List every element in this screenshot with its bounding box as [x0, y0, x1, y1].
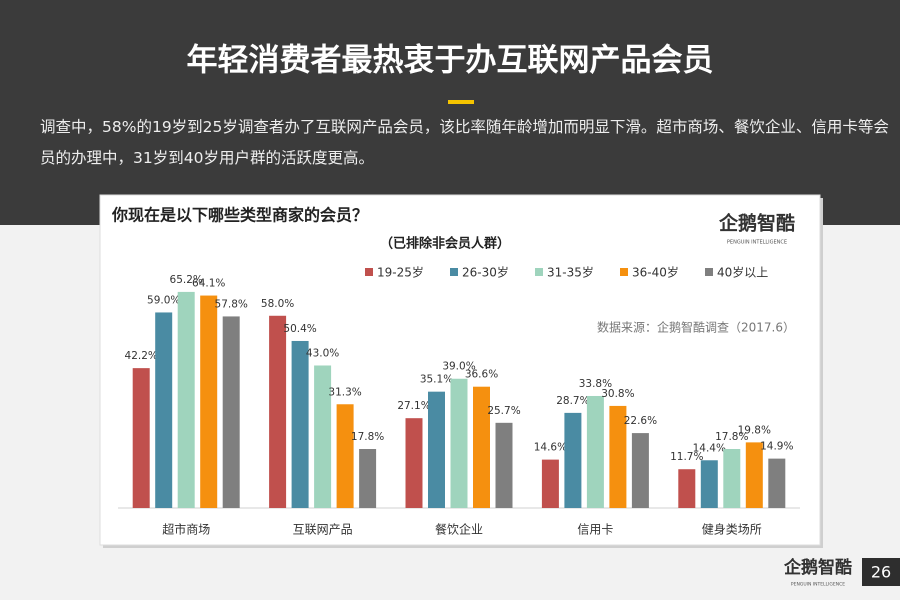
value-label: 64.1% [192, 278, 225, 290]
value-label: 14.4% [693, 442, 726, 454]
bar [586, 395, 604, 508]
bar [564, 412, 582, 508]
value-label: 14.6% [534, 442, 567, 454]
x-tick-label: 超市商场 [162, 522, 210, 537]
value-label: 19.8% [738, 424, 771, 436]
page-number-box [862, 558, 900, 586]
bar [359, 449, 377, 508]
value-label: 50.4% [283, 323, 316, 335]
slide-title: 年轻消费者最热衷于办互联网产品会员 [187, 43, 714, 79]
bar [473, 386, 490, 508]
value-label: 43.0% [306, 347, 339, 359]
chart-title: 你现在是以下哪些类型商家的会员？ [111, 206, 368, 225]
value-label: 39.0% [442, 361, 475, 373]
value-label: 57.8% [215, 298, 248, 310]
logo-tagline: PENGUIN INTELLIGENCE [727, 240, 787, 246]
footer-logo-name: 企鹅智酷 [783, 557, 852, 578]
value-label: 42.2% [125, 350, 158, 362]
value-label: 65.2% [170, 274, 203, 286]
legend-swatch [450, 268, 458, 276]
footer-logo-tagline: PENGUIN INTELLIGENCE [791, 582, 845, 588]
bar [745, 442, 763, 508]
title-underline [448, 100, 474, 104]
value-label: 35.1% [420, 374, 453, 386]
x-tick-label: 信用卡 [577, 523, 613, 537]
legend-label: 40岁以上 [717, 265, 768, 280]
bar [428, 391, 445, 508]
legend-label: 31-35岁 [547, 265, 594, 280]
legend-swatch [365, 268, 373, 276]
chart-subtitle: （已排除非会员人群） [380, 236, 510, 252]
value-label: 28.7% [556, 395, 589, 407]
value-label: 14.9% [760, 441, 793, 453]
bar [132, 368, 150, 508]
bar [200, 295, 218, 508]
bar [723, 449, 741, 508]
bar [450, 378, 468, 508]
value-label: 59.0% [147, 294, 180, 306]
value-label: 25.7% [487, 405, 520, 417]
bar [269, 315, 287, 508]
bar [405, 418, 423, 508]
bar [700, 460, 718, 508]
bar [768, 458, 786, 508]
bar [155, 312, 173, 508]
x-tick-label: 健身类场所 [702, 522, 762, 537]
bar [177, 291, 195, 508]
bar [222, 316, 240, 508]
bar [495, 422, 513, 508]
bar [336, 404, 354, 508]
value-label: 36.6% [465, 369, 498, 381]
legend-label: 26-30岁 [462, 265, 509, 280]
legend-label: 19-25岁 [377, 265, 424, 280]
legend-swatch [535, 268, 543, 276]
legend-swatch [620, 268, 628, 276]
bar [631, 433, 649, 508]
value-label: 17.8% [715, 431, 748, 443]
x-tick-label: 互联网产品 [293, 523, 353, 537]
x-tick-label: 餐饮企业 [435, 522, 483, 537]
value-label: 17.8% [351, 431, 384, 443]
source-note: 数据来源：企鹅智酷调查（2017.6） [597, 320, 795, 335]
value-label: 11.7% [670, 451, 703, 463]
header-band [0, 0, 900, 225]
bar [314, 365, 332, 508]
value-label: 22.6% [624, 415, 657, 427]
bar [678, 469, 696, 508]
legend-label: 36-40岁 [632, 265, 679, 280]
value-label: 58.0% [261, 298, 294, 310]
value-label: 30.8% [601, 388, 634, 400]
bar [541, 459, 559, 508]
description: 调查中，58%的19岁到25岁调查者办了互联网产品会员，该比率随年龄增加而明显下… [40, 118, 889, 167]
value-label: 33.8% [579, 378, 612, 390]
page-number: 26 [871, 563, 891, 582]
value-label: 27.1% [397, 400, 430, 412]
bar [609, 405, 627, 508]
bar [291, 340, 309, 508]
value-label: 31.3% [328, 386, 361, 398]
logo-name: 企鹅智酷 [718, 212, 795, 235]
legend-swatch [705, 268, 713, 276]
